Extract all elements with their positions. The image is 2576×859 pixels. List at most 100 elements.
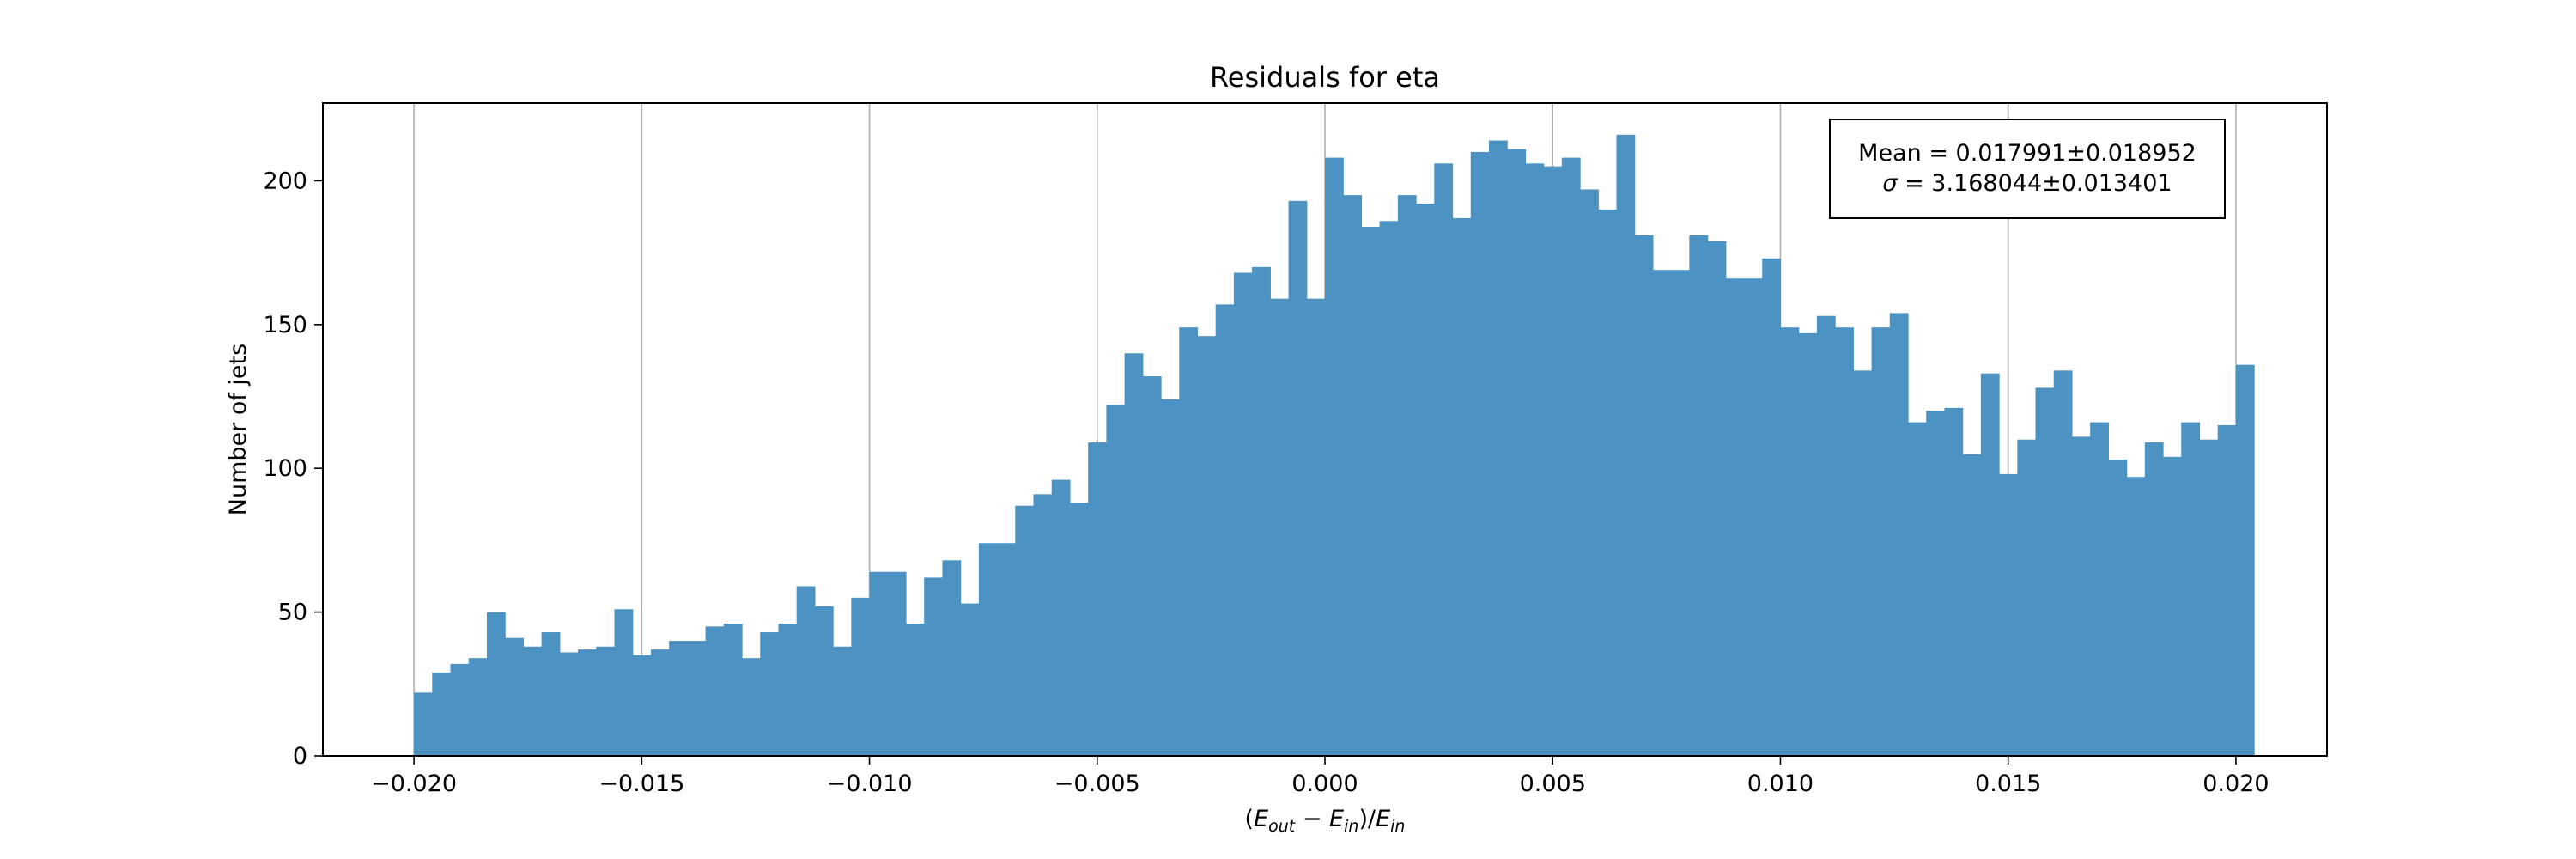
histogram-bar [1306, 298, 1326, 757]
histogram-bar [1452, 217, 1472, 756]
x-tick-label: 0.000 [1291, 771, 1358, 797]
histogram-bar [2017, 439, 2037, 756]
histogram-bar [468, 658, 488, 756]
x-tick-label: −0.020 [371, 771, 457, 797]
histogram-bar [1780, 327, 1800, 756]
bars-layer [414, 134, 2255, 757]
histogram-bar [997, 543, 1016, 756]
histogram-bar [1689, 235, 1709, 757]
histogram-bar [1069, 503, 1089, 756]
histogram-bar [1179, 327, 1199, 756]
histogram-bar [687, 641, 707, 756]
histogram-bar [596, 646, 616, 756]
histogram-bar [632, 655, 652, 756]
histogram-bar [614, 609, 634, 756]
histogram-bar [1252, 266, 1271, 756]
x-tick-label: 0.005 [1520, 771, 1586, 797]
x-axis-title: (Eout − Ein)/Ein [1245, 806, 1406, 836]
histogram-bar [1816, 315, 1836, 756]
histogram-bar [1543, 166, 1563, 757]
histogram-bar [1470, 151, 1490, 756]
histogram-bar [1962, 454, 1982, 756]
x-tick-label: −0.005 [1054, 771, 1140, 797]
histogram-bar [1725, 278, 1745, 756]
histogram-bar [578, 649, 597, 756]
histogram-bar [2053, 370, 2073, 756]
stats-mean: Mean = 0.017991±0.018952 [1858, 140, 2196, 167]
chart-title: Residuals for eta [1210, 61, 1440, 94]
histogram-bar [2108, 460, 2128, 756]
histogram-bar [505, 637, 524, 756]
histogram-bar [1051, 479, 1071, 756]
histogram-bar [1671, 270, 1690, 756]
stats-box-frame [1829, 119, 2226, 219]
histogram-bar [1343, 195, 1363, 756]
histogram-bar [1361, 226, 1381, 757]
histogram-bar [1215, 304, 1235, 757]
histogram-bar [705, 626, 725, 756]
histogram-bar [2126, 477, 2146, 756]
histogram-bar [942, 560, 962, 756]
histogram-bar [723, 623, 743, 756]
histogram-bar [650, 649, 670, 756]
histogram-bar [1944, 407, 1964, 756]
histogram-bar [1124, 353, 1144, 756]
histogram-bar [851, 597, 871, 756]
histogram-bar [541, 632, 561, 756]
histogram-bar [1999, 473, 2018, 756]
histogram-bar [869, 571, 889, 756]
histogram-bar [2144, 442, 2164, 756]
histogram-bar [2090, 422, 2109, 756]
histogram-bar [1434, 163, 1454, 757]
histogram-bar [1889, 313, 1909, 756]
histogram-bar [1288, 200, 1308, 757]
histogram-bar [486, 612, 506, 756]
histogram-bar [1598, 209, 1618, 756]
x-axis-ticks: −0.020 −0.015 −0.010 −0.005 0.000 0.005 0.010 0… [371, 756, 2269, 797]
histogram-bar [1161, 399, 1180, 756]
stats-sigma: σ = 3.168044±0.013401 [1882, 170, 2172, 197]
histogram-bar [1798, 332, 1818, 756]
histogram-bar [742, 658, 761, 756]
histogram-bar [833, 646, 852, 756]
histogram-bar [924, 577, 944, 756]
histogram-bar [778, 623, 798, 756]
histogram-bar [1616, 134, 1636, 757]
histogram-bar [2181, 422, 2201, 756]
histogram-bar [1106, 405, 1126, 756]
stats-box: Mean = 0.017991±0.018952 σ = 3.168044±0.… [1829, 119, 2226, 219]
histogram-bar [450, 663, 470, 756]
histogram-bar [1525, 163, 1545, 757]
histogram-bar [796, 586, 816, 756]
x-tick-label: −0.015 [598, 771, 684, 797]
histogram-bar [1142, 376, 1162, 756]
histogram-bar [669, 641, 688, 756]
histogram-bar [1270, 298, 1290, 757]
histogram-bar [814, 606, 834, 756]
histogram-bar [978, 543, 998, 756]
histogram-bar [760, 632, 780, 756]
y-tick-label: 150 [263, 312, 307, 338]
histogram-bar [2071, 436, 2091, 756]
histogram-bar [1634, 235, 1654, 757]
histogram-bar [960, 603, 980, 756]
histogram-bar [523, 646, 543, 756]
histogram-bar [2217, 424, 2237, 756]
y-tick-label: 200 [263, 168, 307, 194]
histogram-bar [905, 623, 925, 756]
histogram-bar [1853, 370, 1873, 756]
histogram-bar [559, 652, 579, 756]
histogram-bar [1416, 204, 1435, 757]
histogram-bar [1397, 195, 1417, 756]
histogram-bar [2163, 456, 2182, 756]
histogram-bar [2235, 364, 2255, 756]
histogram-bar [1379, 221, 1399, 757]
y-axis-ticks: 0 50 100 150 200 [263, 168, 323, 770]
x-tick-label: −0.010 [827, 771, 913, 797]
histogram-bar [887, 571, 907, 756]
histogram-bar [1744, 278, 1763, 756]
histogram-bar [1033, 494, 1053, 756]
histogram-bar [1325, 157, 1344, 757]
